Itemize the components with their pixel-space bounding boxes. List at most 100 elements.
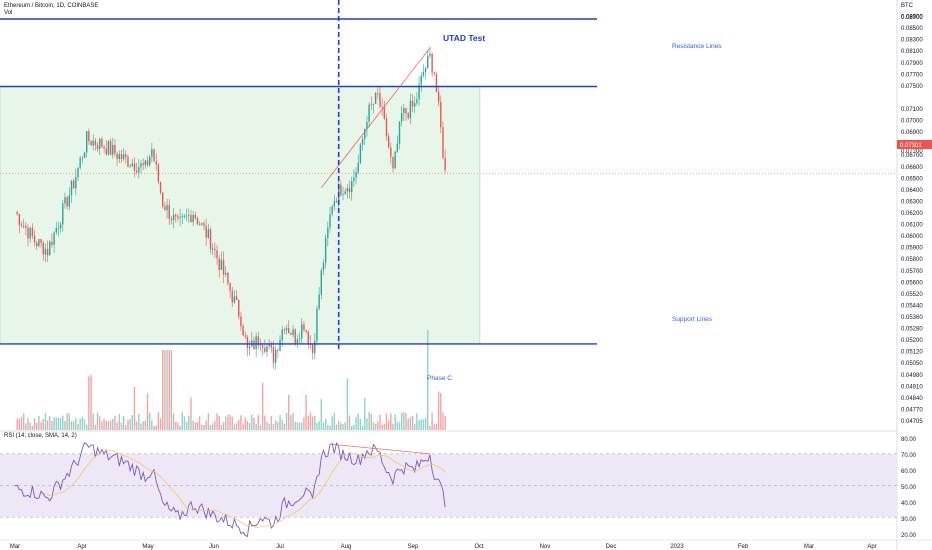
volume-bar — [303, 417, 305, 430]
volume-bar — [118, 413, 120, 430]
price-tick-label: 0.05120 — [901, 350, 923, 356]
volume-bar — [416, 413, 418, 430]
candle-body — [116, 153, 118, 160]
volume-bar — [379, 414, 381, 430]
volume-bar — [22, 413, 25, 430]
volume-bar — [327, 424, 329, 430]
candle-body — [322, 262, 325, 271]
candle-body — [409, 100, 412, 118]
volume-bar — [155, 425, 157, 430]
candle-body — [377, 92, 379, 94]
candle-body — [94, 140, 97, 146]
currency-label: BTC — [901, 3, 914, 9]
volume-bar — [320, 399, 323, 430]
chart-title: Ethereum / Bitcoin, 1D, COINBASE — [4, 3, 98, 9]
volume-bar — [257, 414, 260, 430]
price-tick-label: 0.07900 — [901, 61, 923, 67]
candle-body — [68, 195, 71, 207]
candle-body — [385, 118, 388, 137]
volume-bar — [142, 421, 144, 430]
candle-body — [211, 248, 214, 250]
volume-bar — [344, 422, 346, 430]
rsi-layer — [0, 441, 897, 538]
price-tick-label: 0.07100 — [901, 107, 923, 113]
volume-bar — [27, 418, 29, 430]
candle-body — [125, 154, 127, 158]
volume-bar — [277, 421, 279, 430]
time-tick-label: 2023 — [670, 544, 684, 550]
volume-bar — [335, 424, 338, 430]
price-tick-label: 0.05900 — [901, 246, 923, 252]
price-tick-label: 0.05200 — [901, 338, 923, 344]
volume-bar — [355, 417, 357, 430]
candle-body — [316, 308, 318, 341]
price-tick-label: 0.05440 — [901, 303, 923, 309]
price-tick-label: 0.05360 — [901, 315, 923, 321]
volume-bar — [201, 424, 203, 430]
utad-trendline — [321, 47, 431, 188]
rsi-tick-label: 20.00 — [901, 533, 917, 539]
rsi-tick-label: 30.00 — [901, 517, 917, 523]
utad-annotation: UTAD Test — [443, 33, 485, 43]
volume-bar — [172, 413, 175, 430]
volume-bar — [205, 420, 207, 430]
volume-bar — [33, 418, 36, 430]
candle-body — [118, 154, 120, 160]
volume-bar — [285, 412, 288, 430]
volume-bar — [220, 424, 223, 430]
volume-bar — [25, 423, 27, 430]
candle-body — [42, 242, 44, 255]
candle-body — [346, 188, 349, 192]
candle-body — [107, 141, 110, 155]
time-tick-label: Apr — [867, 544, 876, 550]
candle-body — [209, 229, 212, 250]
candle-body — [340, 184, 342, 195]
volume-bar — [427, 330, 429, 430]
candle-body — [240, 316, 242, 327]
volume-bar — [437, 391, 440, 430]
range-box-layer — [0, 86, 481, 345]
candle-body — [79, 158, 81, 168]
candle-body — [361, 139, 364, 145]
phase-annotation: Phase C — [427, 375, 452, 382]
candle-body — [36, 242, 38, 247]
volume-bar — [129, 419, 131, 430]
volume-bar — [181, 412, 183, 430]
time-tick-label: Mar — [804, 544, 814, 550]
volume-bar — [103, 418, 105, 430]
volume-bar — [353, 424, 355, 430]
price-tick-label: 0.04770 — [901, 407, 923, 413]
volume-bar — [264, 415, 266, 430]
volume-bar — [83, 419, 86, 430]
rsi-line — [14, 441, 446, 538]
volume-bar — [377, 421, 379, 430]
price-tick-label: 0.04705 — [901, 419, 923, 425]
volume-bar — [164, 350, 166, 430]
candle-body — [314, 340, 316, 354]
volume-bar — [183, 416, 186, 430]
volume-bar — [18, 418, 21, 430]
volume-bar — [177, 422, 179, 430]
volume-bar — [301, 422, 303, 430]
time-tick-label: May — [142, 544, 153, 550]
candle-body — [298, 338, 301, 340]
time-tick-label: Apr — [77, 544, 86, 550]
candle-body — [279, 340, 281, 351]
candle-body — [355, 172, 357, 178]
resistance-annotation: Resistance Lines — [672, 43, 722, 50]
support-annotation: Support Lines — [672, 316, 713, 323]
candle-body — [348, 188, 351, 193]
volume-bar — [337, 420, 340, 430]
candle-body — [40, 239, 42, 243]
volume-bar — [387, 420, 390, 430]
volume-bar — [127, 419, 129, 430]
candle-body — [235, 296, 238, 301]
price-tick-label: 0.05280 — [901, 327, 923, 333]
candle-body — [327, 227, 329, 239]
candle-body — [233, 296, 236, 303]
range-box — [0, 86, 481, 345]
volume-bar — [105, 421, 107, 430]
candle-body — [416, 99, 418, 104]
price-tick-label: 0.07500 — [901, 84, 923, 90]
volume-bar — [88, 376, 90, 430]
